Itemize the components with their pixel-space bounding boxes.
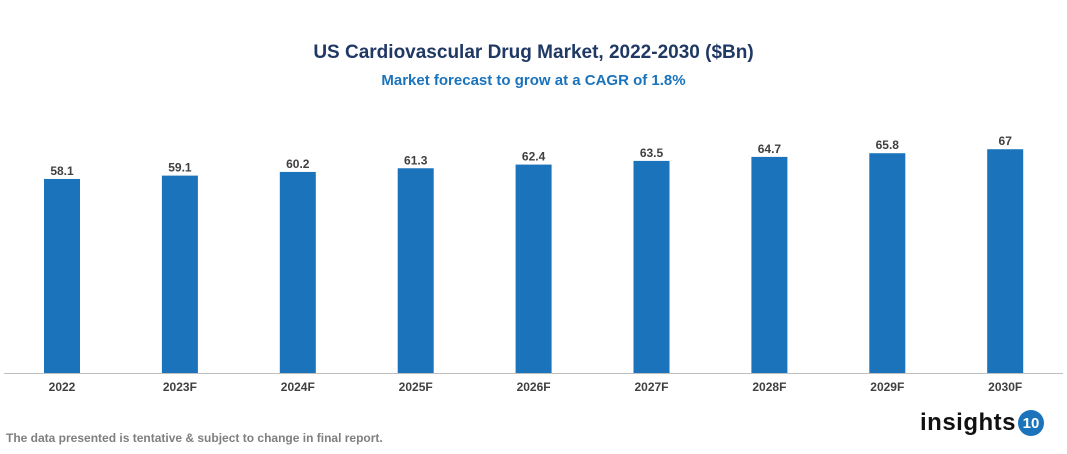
- x-tick-label-2023F: 2023F: [163, 380, 197, 394]
- bar-2027F: [633, 160, 670, 373]
- logo-text: insights: [920, 409, 1017, 436]
- logo-badge: 10: [1018, 410, 1045, 436]
- chart-subtitle: Market forecast to grow at a CAGR of 1.8…: [381, 72, 686, 89]
- bar-2029F: [869, 153, 906, 373]
- data-label-2024F: 60.2: [286, 157, 310, 171]
- data-label-2023F: 59.1: [168, 161, 192, 175]
- bar-2023F: [161, 175, 198, 373]
- data-label-2028F: 64.7: [758, 142, 782, 156]
- insights10-logo: insights 10: [920, 409, 1045, 437]
- bar-2024F: [279, 171, 316, 373]
- bar-2030F: [987, 149, 1024, 373]
- x-tick-label-2024F: 2024F: [281, 380, 315, 394]
- bar-2022: [44, 178, 80, 373]
- data-label-2025F: 61.3: [404, 153, 428, 167]
- disclaimer-note: The data presented is tentative & subjec…: [6, 431, 383, 445]
- x-tick-label-2028F: 2028F: [752, 380, 786, 394]
- x-tick-label-2022: 2022: [49, 380, 76, 394]
- x-tick-label-2030F: 2030F: [988, 380, 1022, 394]
- data-label-2030F: 67: [999, 134, 1013, 148]
- x-tick-label-2029F: 2029F: [870, 380, 904, 394]
- chart-title: US Cardiovascular Drug Market, 2022-2030…: [313, 42, 754, 63]
- x-tick-label-2025F: 2025F: [399, 380, 433, 394]
- data-label-2026F: 62.4: [522, 150, 546, 164]
- x-tick-label-2027F: 2027F: [634, 380, 668, 394]
- data-label-2027F: 63.5: [640, 146, 664, 160]
- bar-2025F: [397, 168, 434, 373]
- bar-2028F: [751, 156, 788, 373]
- data-label-2029F: 65.8: [876, 138, 900, 152]
- data-label-2022: 58.1: [50, 164, 74, 178]
- x-tick-label-2026F: 2026F: [517, 380, 551, 394]
- bar-2026F: [515, 164, 552, 373]
